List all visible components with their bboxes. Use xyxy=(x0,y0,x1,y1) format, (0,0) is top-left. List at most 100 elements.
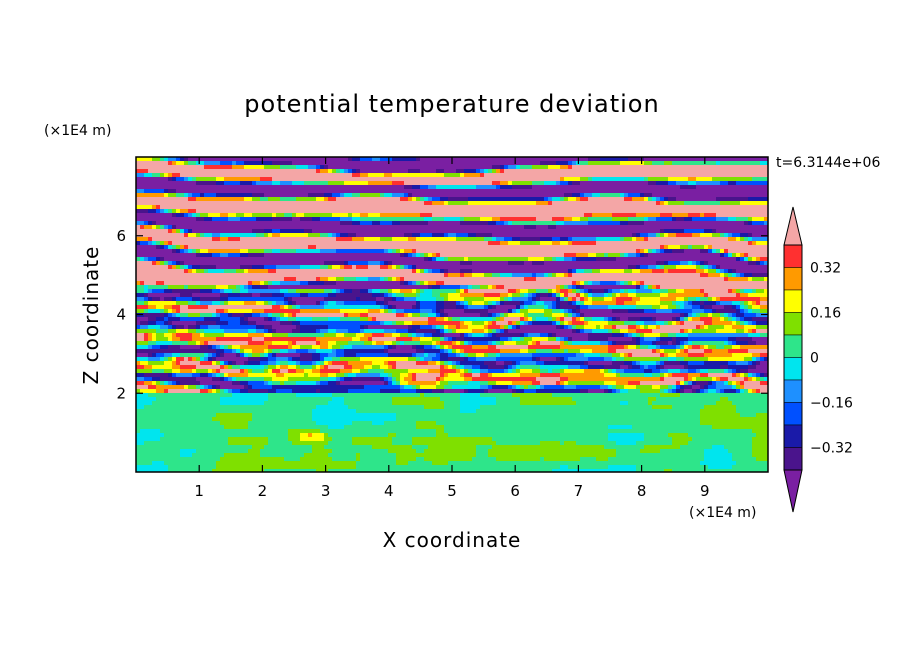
contour-cell xyxy=(616,349,653,354)
contour-cell xyxy=(196,385,201,390)
contour-cell xyxy=(272,281,281,286)
contour-cell xyxy=(264,369,269,374)
contour-cell xyxy=(136,377,145,382)
contour-cell xyxy=(716,389,721,394)
contour-cell xyxy=(464,321,473,326)
contour-cell xyxy=(508,365,513,370)
contour-cell xyxy=(380,237,393,242)
contour-cell xyxy=(432,333,441,338)
contour-cell xyxy=(344,265,353,270)
contour-cell xyxy=(580,181,649,186)
contour-cell xyxy=(316,421,353,426)
contour-cell xyxy=(296,325,301,330)
contour-cell xyxy=(228,377,233,382)
contour-cell xyxy=(244,349,253,354)
contour-cell xyxy=(764,217,768,222)
contour-cell xyxy=(464,305,469,310)
contour-cell xyxy=(296,305,301,310)
contour-cell xyxy=(224,373,229,378)
contour-cell xyxy=(176,161,185,166)
contour-cell xyxy=(364,329,385,334)
contour-cell xyxy=(432,293,441,298)
contour-cell xyxy=(572,337,589,342)
contour-cell xyxy=(148,337,153,342)
contour-cell xyxy=(392,261,461,266)
contour-cell xyxy=(136,229,169,234)
contour-cell xyxy=(328,341,337,346)
contour-cell xyxy=(680,305,685,310)
contour-cell xyxy=(688,381,693,386)
contour-cell xyxy=(316,165,321,170)
contour-cell xyxy=(404,185,413,190)
contour-cell xyxy=(536,297,541,302)
contour-cell xyxy=(324,165,329,170)
contour-cell xyxy=(600,193,621,198)
contour-cell xyxy=(560,285,565,290)
contour-cell xyxy=(612,325,617,330)
contour-cell xyxy=(240,289,249,294)
contour-cell xyxy=(448,269,461,274)
contour-cell xyxy=(328,301,337,306)
contour-cell xyxy=(604,325,613,330)
contour-cell xyxy=(396,337,413,342)
contour-cell xyxy=(556,321,561,326)
contour-cell xyxy=(712,177,753,182)
contour-cell xyxy=(520,337,525,342)
contour-cell xyxy=(684,321,705,326)
contour-cell xyxy=(176,157,181,162)
contour-cell xyxy=(172,381,177,386)
contour-cell xyxy=(704,289,729,294)
contour-cell xyxy=(612,309,629,314)
contour-cell xyxy=(668,305,677,310)
contour-cell xyxy=(520,365,541,370)
contour-cell xyxy=(188,269,193,274)
contour-cell xyxy=(172,321,197,326)
contour-cell xyxy=(668,289,677,294)
contour-cell xyxy=(400,377,405,382)
contour-cell xyxy=(172,297,177,302)
contour-cell xyxy=(152,461,165,466)
contour-cell xyxy=(348,389,381,394)
contour-cell xyxy=(332,357,341,362)
contour-cell xyxy=(452,349,457,354)
contour-cell xyxy=(688,333,749,338)
contour-cell xyxy=(416,237,457,242)
contour-cell xyxy=(140,429,161,434)
contour-cell xyxy=(752,321,757,326)
contour-cell xyxy=(240,181,253,186)
contour-cell xyxy=(324,361,329,366)
contour-cell xyxy=(248,449,261,454)
contour-cell xyxy=(748,369,768,374)
contour-cell xyxy=(508,385,513,390)
contour-cell xyxy=(300,265,321,270)
contour-cell xyxy=(168,245,173,250)
contour-cell xyxy=(188,197,197,202)
contour-cell xyxy=(728,237,737,242)
contour-cell xyxy=(432,257,437,262)
contour-cell xyxy=(636,329,653,334)
contour-cell xyxy=(604,381,617,386)
contour-cell xyxy=(404,309,421,314)
contour-cell xyxy=(620,365,629,370)
contour-cell xyxy=(412,373,417,378)
contour-cell xyxy=(512,385,517,390)
contour-cell xyxy=(736,389,741,394)
contour-cell xyxy=(320,377,329,382)
contour-cell xyxy=(264,401,329,406)
contour-cell xyxy=(552,333,557,338)
contour-cell xyxy=(344,169,349,174)
contour-cell xyxy=(564,317,573,322)
contour-cell xyxy=(524,225,537,230)
contour-cell xyxy=(416,345,425,350)
contour-cell xyxy=(552,305,557,310)
contour-cell xyxy=(432,233,445,238)
contour-cell xyxy=(168,285,185,290)
contour-cell xyxy=(440,293,449,298)
contour-cell xyxy=(160,437,229,442)
contour-cell xyxy=(716,329,737,334)
contour-cell xyxy=(136,177,169,182)
contour-cell xyxy=(392,193,405,198)
contour-cell xyxy=(384,333,393,338)
contour-cell xyxy=(256,325,265,330)
contour-cell xyxy=(136,197,189,202)
